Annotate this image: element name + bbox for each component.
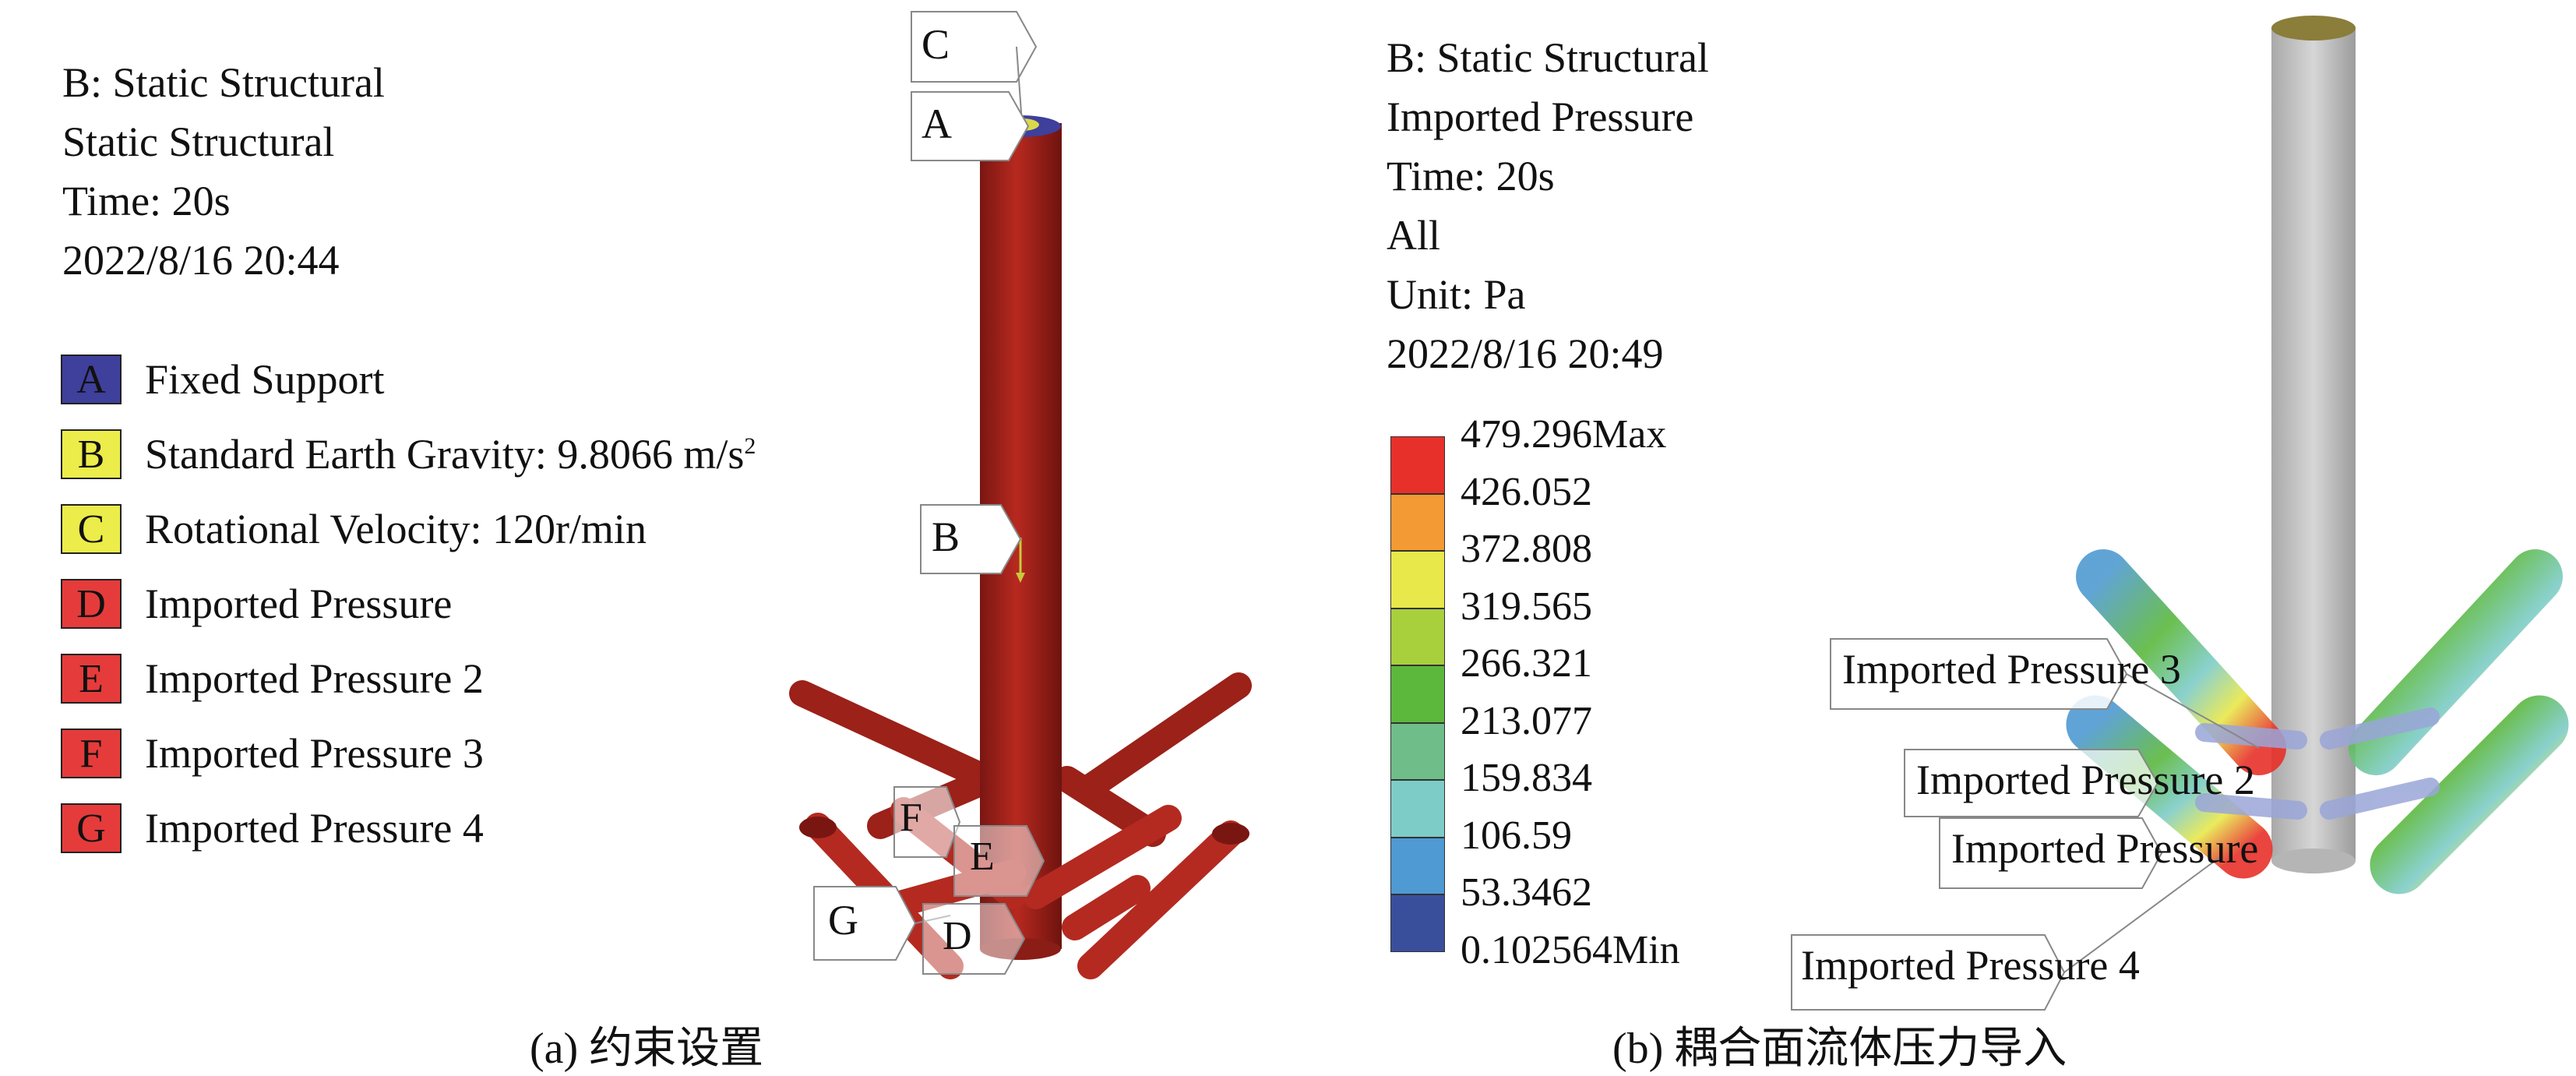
legend-label: Rotational Velocity: 120r/min [145, 506, 647, 552]
caption-b: (b) 耦合面流体压力导入 [1612, 1025, 2067, 1073]
legend-swatch: A [61, 355, 122, 404]
scale-label: 53.3462 [1461, 870, 1592, 915]
scale-label: 479.296Max [1461, 412, 1667, 457]
shaft-bottom [2271, 848, 2356, 873]
callout-pressure-1 [1939, 817, 2163, 889]
legend-label: Standard Earth Gravity: 9.8066 m/s2 [145, 430, 756, 478]
legend-row-c: C Rotational Velocity: 120r/min [61, 504, 756, 554]
info-line: Imported Pressure [1387, 93, 1694, 140]
legend-row-a: A Fixed Support [61, 355, 756, 404]
legend-label: Fixed Support [145, 356, 385, 403]
callout-label-pressure-1: Imported Pressure [1951, 825, 2259, 872]
info-block-a: B: Static Structural Static Structural T… [62, 53, 385, 290]
legend-swatch: E [61, 654, 122, 704]
info-line: B: Static Structural [1387, 34, 1709, 81]
callout-label-pressure-2: Imported Pressure 2 [1916, 757, 2255, 803]
scale-label: 159.834 [1461, 756, 1592, 800]
info-line: Time: 20s [1387, 153, 1555, 199]
scale-label: 266.321 [1461, 641, 1592, 686]
callout-d [922, 903, 1026, 975]
legend-row-d: D Imported Pressure [61, 579, 756, 629]
scale-label: 319.565 [1461, 584, 1592, 629]
info-line: Time: 20s [62, 178, 231, 224]
scale-segment [1390, 665, 1445, 723]
legend-swatch: C [61, 504, 122, 554]
info-block-b: B: Static Structural Imported Pressure T… [1387, 28, 1709, 383]
callout-label-pressure-4: Imported Pressure 4 [1801, 942, 2140, 989]
scale-segment [1390, 894, 1445, 952]
callout-label-pressure-3: Imported Pressure 3 [1842, 646, 2181, 693]
info-line: 2022/8/16 20:49 [1387, 330, 1664, 377]
info-line: Unit: Pa [1387, 271, 1526, 318]
shaft [2271, 27, 2356, 861]
constraint-legend: A Fixed Support B Standard Earth Gravity… [61, 355, 756, 878]
scale-label: 213.077 [1461, 699, 1592, 743]
scale-bar [1390, 436, 1445, 952]
callout-e [953, 825, 1045, 897]
legend-label: Imported Pressure 3 [145, 730, 484, 777]
scale-segment [1390, 436, 1445, 494]
scale-segment [1390, 608, 1445, 665]
callout-label-b: B [932, 513, 960, 560]
scale-segment [1390, 551, 1445, 609]
callout-a [911, 91, 1030, 161]
info-line: All [1387, 212, 1441, 259]
caption-a: (a) 约束设置 [530, 1025, 764, 1073]
callout-label-f: F [900, 796, 922, 840]
scale-label: 426.052 [1461, 470, 1592, 514]
callout-label-d: D [943, 914, 972, 958]
callout-label-a: A [922, 101, 952, 147]
legend-swatch: B [61, 429, 122, 479]
info-line: Static Structural [62, 118, 335, 165]
callout-pressure-4 [1791, 934, 2066, 1011]
leader-line [2126, 673, 2260, 749]
scale-segment [1390, 837, 1445, 894]
arm-end [799, 817, 837, 838]
shaft-top [2271, 16, 2356, 41]
scale-label: 372.808 [1461, 527, 1592, 571]
callout-pressure-3 [1830, 638, 2128, 710]
legend-row-b: B Standard Earth Gravity: 9.8066 m/s2 [61, 429, 756, 479]
arm-end [1212, 823, 1249, 845]
leader-line [2063, 856, 2221, 973]
legend-label: Imported Pressure [145, 580, 453, 627]
info-line: B: Static Structural [62, 59, 385, 106]
callout-label-g: G [828, 897, 858, 944]
legend-row-f: F Imported Pressure 3 [61, 729, 756, 778]
callout-c [911, 11, 1038, 124]
callout-label-c: C [922, 21, 950, 68]
legend-label: Imported Pressure 4 [145, 805, 484, 852]
callout-b [920, 504, 1022, 574]
legend-swatch: F [61, 729, 122, 778]
connector-arms [2195, 707, 2440, 820]
callout-label-e: E [970, 834, 995, 879]
legend-label-sup: 2 [744, 433, 756, 459]
callout-f [893, 786, 961, 858]
panel-pressure-import: B: Static Structural Imported Pressure T… [1324, 0, 2576, 1074]
gravity-arrow-head [1016, 573, 1025, 583]
scale-segment [1390, 722, 1445, 780]
scale-label: 0.102564Min [1461, 928, 1680, 972]
info-line: 2022/8/16 20:44 [62, 237, 340, 284]
scale-segment [1390, 780, 1445, 838]
impeller-pressure-model [1791, 16, 2569, 1011]
scale-segment [1390, 493, 1445, 551]
impeller-model-a [789, 11, 1252, 979]
legend-row-e: E Imported Pressure 2 [61, 654, 756, 704]
legend-label: Imported Pressure 2 [145, 655, 484, 702]
scale-label: 106.59 [1461, 813, 1572, 858]
callout-pressure-2 [1904, 749, 2159, 817]
legend-row-g: G Imported Pressure 4 [61, 803, 756, 853]
legend-label-text: Standard Earth Gravity: 9.8066 m/s [145, 431, 745, 478]
legend-swatch: G [61, 803, 122, 853]
panel-constraints: B: Static Structural Static Structural T… [61, 11, 1252, 1073]
legend-swatch: D [61, 579, 122, 629]
